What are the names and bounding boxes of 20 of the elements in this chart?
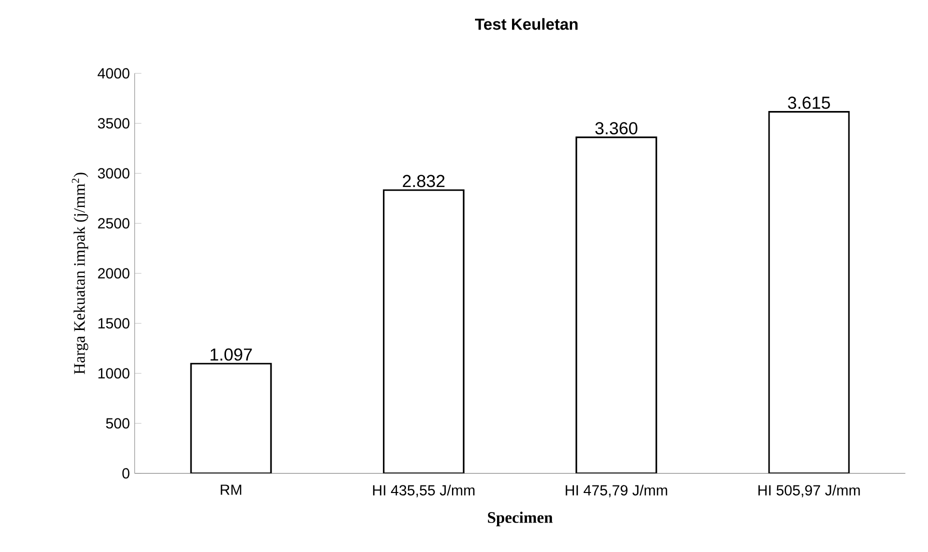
y-tick-label: 500 bbox=[106, 418, 130, 429]
x-axis-title: Specimen bbox=[488, 512, 553, 526]
data-label: 3.360 bbox=[595, 122, 638, 134]
x-tick-label: RM bbox=[220, 484, 242, 495]
data-label: 3.615 bbox=[788, 96, 830, 109]
x-tick-label: HI 435,55 J/mm bbox=[373, 484, 474, 498]
y-tick-label: 3500 bbox=[98, 118, 130, 129]
y-tick-label: 3000 bbox=[98, 168, 130, 179]
x-tick-label: HI 475,79 J/mm bbox=[566, 484, 668, 498]
y-tick-label: 2500 bbox=[98, 218, 130, 229]
y-tick-label: 1000 bbox=[98, 368, 130, 379]
y-tick-label: 4000 bbox=[98, 68, 130, 79]
y-axis-title: Harga Kekuatan impak (j/mm$^{2}$) bbox=[72, 172, 88, 374]
x-tick-label: HI 505,97 J/mm bbox=[758, 484, 860, 498]
chart-title: Test Keuletan bbox=[475, 18, 578, 30]
y-tick-label: 2000 bbox=[98, 268, 130, 279]
data-label: 1.097 bbox=[210, 348, 252, 361]
y-tick-label: 1500 bbox=[98, 318, 130, 329]
data-label: 2.832 bbox=[402, 174, 444, 188]
y-tick-label: 0 bbox=[122, 468, 130, 479]
